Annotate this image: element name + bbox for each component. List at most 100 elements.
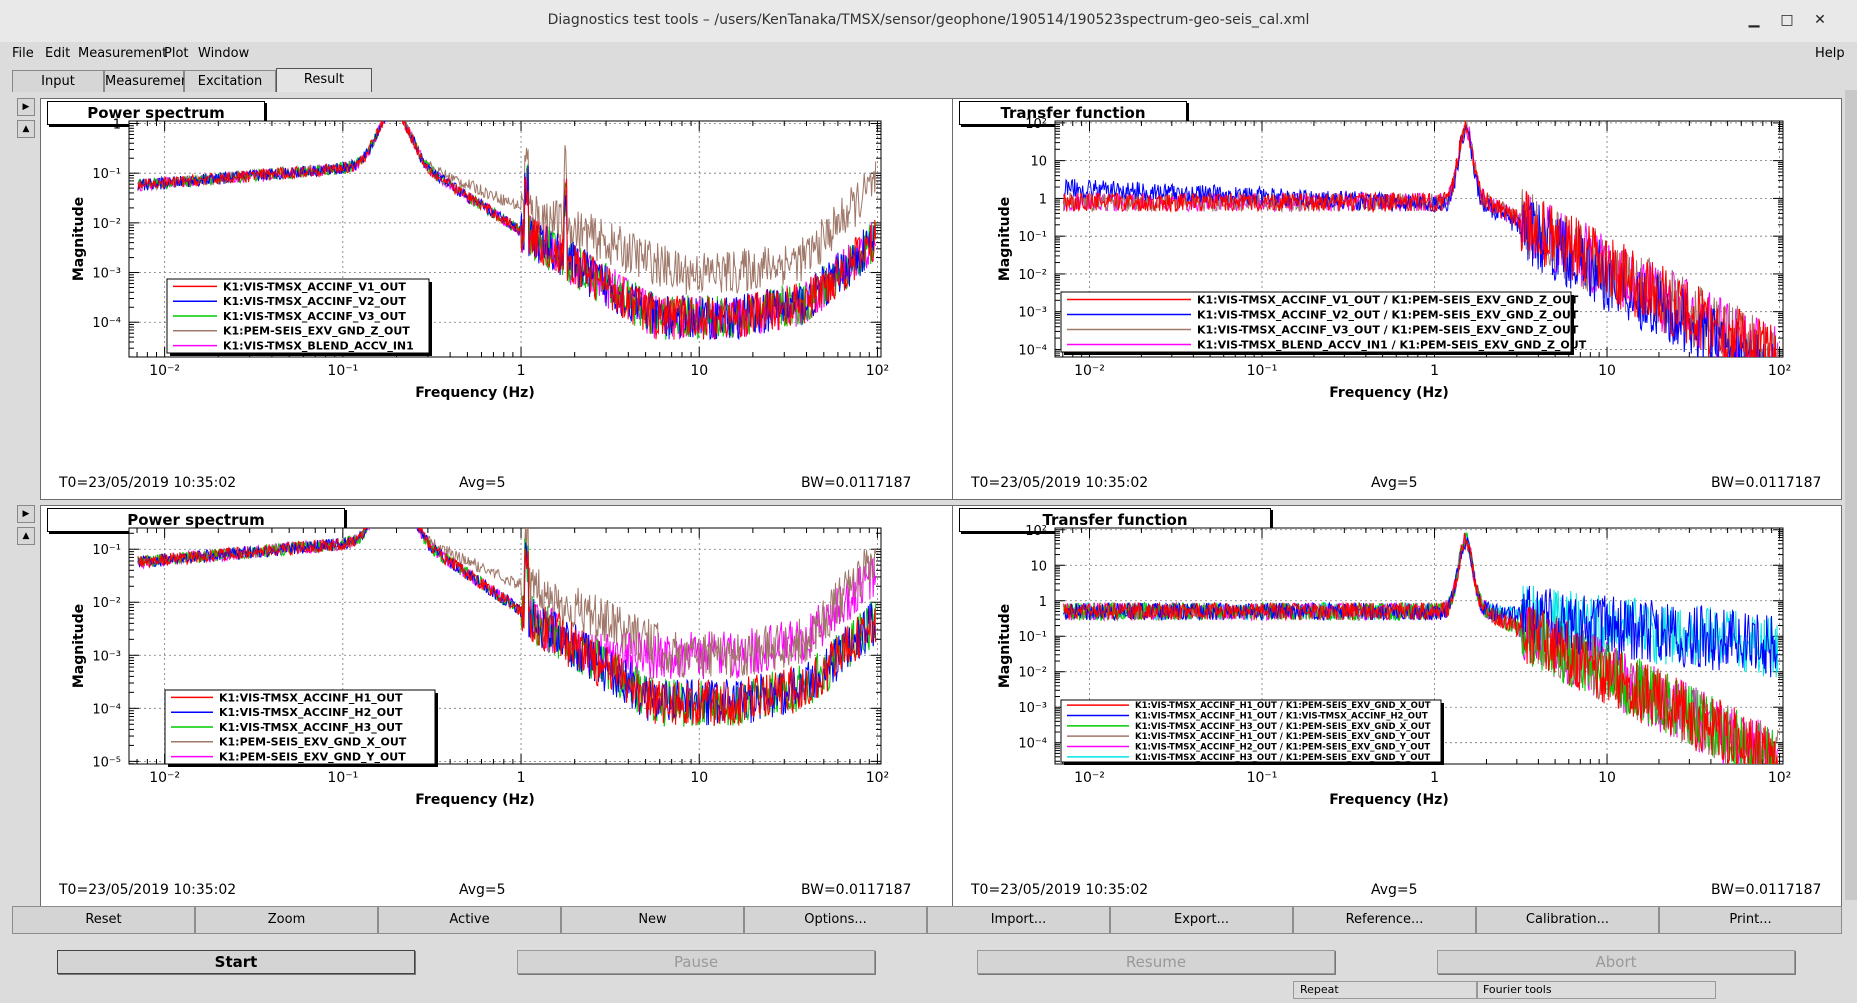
legend-entry: K1:VIS-TMSX_ACCINF_V2_OUT xyxy=(223,295,406,308)
y-tick-label: 10⁻³ xyxy=(92,267,121,282)
menu-help[interactable]: Help xyxy=(1815,46,1845,61)
traces xyxy=(1063,121,1779,357)
legend-entry: K1:VIS-TMSX_ACCINF_V1_OUT / K1:PEM-SEIS_… xyxy=(1197,293,1579,306)
options-button[interactable]: Options... xyxy=(744,906,927,934)
x-tick-label: 10⁻² xyxy=(149,770,180,786)
pane-title: Power spectrum xyxy=(47,508,345,532)
tab-input[interactable]: Input xyxy=(12,70,104,92)
plot-toolbar: Reset Zoom Active New Options... Import.… xyxy=(12,906,1842,934)
up-arrow-icon[interactable]: ▲ xyxy=(17,527,35,545)
menu-edit[interactable]: Edit xyxy=(45,46,71,61)
legend-entry: K1:VIS-TMSX_ACCINF_V3_OUT xyxy=(223,310,406,323)
tab-result[interactable]: Result xyxy=(276,68,372,92)
y-tick-label: 10⁻⁴ xyxy=(1018,737,1047,752)
series-line xyxy=(137,528,877,726)
print-button[interactable]: Print... xyxy=(1659,906,1842,934)
menu-measurement[interactable]: Measurement xyxy=(78,46,168,61)
plot-canvas[interactable]: 10⁻² 10⁻¹ 1 10 10² 1 10⁻¹ 10⁻² 10⁻³ 10⁻⁴ Frequency… xyxy=(41,99,955,499)
right-edge-strip xyxy=(1845,90,1857,900)
y-tick-label: 10⁻⁴ xyxy=(92,316,121,331)
zoom-button[interactable]: Zoom xyxy=(195,906,378,934)
x-axis-label: Frequency (Hz) xyxy=(1329,792,1448,808)
new-button[interactable]: New xyxy=(561,906,744,934)
y-tick-label: 10⁻³ xyxy=(92,649,121,664)
legend-entry: K1:VIS-TMSX_ACCINF_H2_OUT / K1:PEM-SEIS_… xyxy=(1135,742,1430,752)
reset-button[interactable]: Reset xyxy=(12,906,195,934)
x-axis-label: Frequency (Hz) xyxy=(415,385,534,401)
next-arrow-icon[interactable]: ▶ xyxy=(17,505,35,523)
y-tick-label: 10 xyxy=(1030,155,1047,170)
pause-button[interactable]: Pause xyxy=(517,950,875,974)
status-repeat: Repeat xyxy=(1293,981,1478,999)
plot-canvas[interactable]: 10⁻² 10⁻¹ 1 10 10² 10² 10 1 10⁻¹ 10⁻² 10⁻³ 10⁻⁴ Freq… xyxy=(953,506,1841,906)
x-tick-label: 10⁻¹ xyxy=(327,770,358,786)
up-arrow-icon[interactable]: ▲ xyxy=(17,120,35,138)
plot-canvas[interactable]: 10⁻² 10⁻¹ 1 10 10² 10² 10 1 10⁻¹ 10⁻² 10⁻³ 10⁻⁴ Freq… xyxy=(953,99,1841,499)
legend-entry: K1:VIS-TMSX_BLEND_ACCV_IN1 / K1:PEM-SEIS… xyxy=(1197,338,1587,351)
y-tick-label: 1 xyxy=(1039,595,1047,610)
y-tick-label: 10⁻⁴ xyxy=(1018,343,1047,358)
y-axis-label: Magnitude xyxy=(71,604,87,688)
abort-button[interactable]: Abort xyxy=(1437,950,1795,974)
import-button[interactable]: Import... xyxy=(927,906,1110,934)
legend-entry: K1:PEM-SEIS_EXV_GND_Z_OUT xyxy=(223,325,410,338)
x-axis-label: Frequency (Hz) xyxy=(1329,385,1448,401)
legend-entry: K1:VIS-TMSX_ACCINF_H3_OUT / K1:PEM-SEIS_… xyxy=(1135,722,1431,732)
y-tick-label: 10⁻² xyxy=(92,217,121,232)
menu-plot[interactable]: Plot xyxy=(164,46,189,61)
series-line xyxy=(1063,121,1777,357)
plot-canvas[interactable]: 10⁻² 10⁻¹ 1 10 10² 10⁻¹ 10⁻² 10⁻³ 10⁻⁴ 10⁻⁵ Freque… xyxy=(41,506,955,906)
menu-window[interactable]: Window xyxy=(198,46,250,61)
legend-entry: K1:VIS-TMSX_ACCINF_H1_OUT / K1:PEM-SEIS_… xyxy=(1135,701,1431,711)
plot-pane-transfer-function-2[interactable]: Transfer function 10⁻² 10⁻¹ 1 10 10² 10² 10 1 10… xyxy=(952,505,1842,907)
window-titlebar: Diagnostics test tools – /users/KenTanak… xyxy=(0,0,1857,43)
y-tick-label: 10⁻¹ xyxy=(1018,230,1047,245)
bw-label: BW=0.0117187 xyxy=(1711,475,1822,491)
x-tick-label: 10⁻² xyxy=(1074,363,1105,379)
x-tick-label: 10² xyxy=(1768,363,1791,379)
close-icon[interactable]: ✕ xyxy=(1814,12,1826,28)
y-tick-label: 10² xyxy=(1025,117,1047,132)
start-button[interactable]: Start xyxy=(57,950,415,974)
x-tick-label: 10⁻¹ xyxy=(1247,363,1278,379)
menu-file[interactable]: File xyxy=(12,46,34,61)
tab-excitation[interactable]: Excitation xyxy=(184,70,276,92)
x-tick-label: 1 xyxy=(517,363,526,379)
x-tick-label: 10 xyxy=(1598,363,1616,379)
calibration-button[interactable]: Calibration... xyxy=(1476,906,1659,934)
export-button[interactable]: Export... xyxy=(1110,906,1293,934)
pane-side-buttons: ▶ ▲ xyxy=(17,98,35,142)
minimize-icon[interactable]: ▁ xyxy=(1748,12,1760,28)
maximize-icon[interactable]: □ xyxy=(1780,12,1794,28)
legend-entry: K1:VIS-TMSX_ACCINF_H3_OUT / K1:PEM-SEIS_… xyxy=(1135,753,1430,763)
resume-button[interactable]: Resume xyxy=(977,950,1335,974)
x-tick-label: 1 xyxy=(1430,363,1439,379)
next-arrow-icon[interactable]: ▶ xyxy=(17,98,35,116)
legend-box xyxy=(1060,699,1442,763)
y-axis-label: Magnitude xyxy=(997,197,1013,281)
x-tick-label: 10⁻² xyxy=(149,363,180,379)
x-tick-label: 10 xyxy=(690,770,708,786)
legend-box xyxy=(1060,291,1572,353)
status-bar: Repeat Fourier tools xyxy=(0,978,1857,1003)
y-tick-label: 1 xyxy=(113,117,121,132)
reference-button[interactable]: Reference... xyxy=(1293,906,1476,934)
series-line xyxy=(137,121,877,295)
active-button[interactable]: Active xyxy=(378,906,561,934)
tab-measurement[interactable]: Measurement xyxy=(104,70,194,92)
plot-pane-power-spectrum-2[interactable]: Power spectrum 10⁻² 10⁻¹ 1 10 10² 10⁻¹ 10⁻² 10⁻… xyxy=(40,505,956,907)
y-tick-label: 10² xyxy=(1025,524,1047,539)
x-tick-label: 10² xyxy=(1768,770,1791,786)
plot-pane-transfer-function-1[interactable]: Transfer function 10⁻² 10⁻¹ 1 10 10² 10² 10 1 10… xyxy=(952,98,1842,500)
tab-bar: Input Measurement Excitation Result xyxy=(0,68,1857,92)
plot-pane-power-spectrum-1[interactable]: Power spectrum 10⁻² 10⁻¹ 1 10 10² 1 10⁻¹ 10⁻² 10… xyxy=(40,98,956,500)
y-tick-label: 10⁻² xyxy=(1018,666,1047,681)
y-tick-label: 10⁻² xyxy=(1018,268,1047,283)
avg-label: Avg=5 xyxy=(459,882,506,898)
avg-label: Avg=5 xyxy=(1371,882,1418,898)
avg-label: Avg=5 xyxy=(459,475,506,491)
x-tick-label: 1 xyxy=(1430,770,1439,786)
legend-entry: K1:PEM-SEIS_EXV_GND_X_OUT xyxy=(219,736,407,749)
legend-entry: K1:VIS-TMSX_ACCINF_H3_OUT xyxy=(219,721,403,734)
y-tick-label: 1 xyxy=(1039,192,1047,207)
